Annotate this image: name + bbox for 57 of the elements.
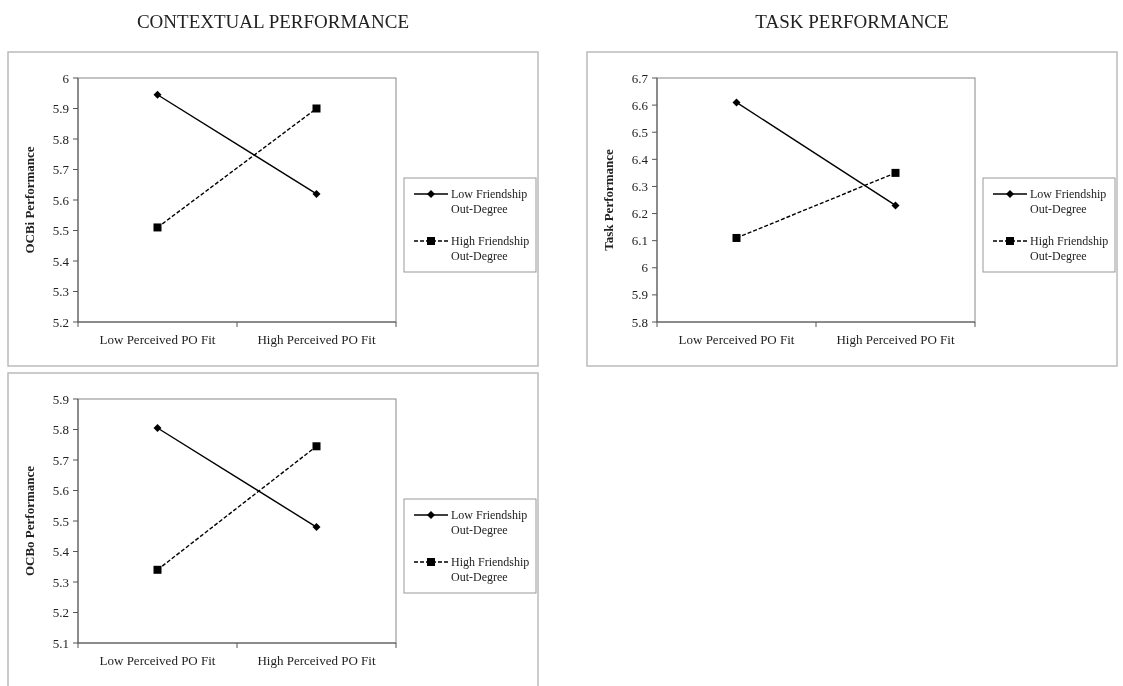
y-tick-label: 6 <box>641 260 649 276</box>
point <box>153 565 162 574</box>
legend-label: Low Friendship Out-Degree <box>451 187 528 216</box>
y-axis-title: OCBo Performance <box>22 465 37 577</box>
x-tick-label: High Perceived PO Fit <box>836 332 955 347</box>
legend-label: High Friendship Out-Degree <box>451 234 530 263</box>
y-tick-label: 5.8 <box>631 314 648 330</box>
y-tick-label: 5.8 <box>52 422 69 438</box>
y-axis-title: OCBi Performance <box>22 146 37 254</box>
y-tick-label: 5.1 <box>52 635 69 651</box>
point <box>153 423 162 432</box>
point <box>312 523 321 532</box>
y-tick-label: 6 <box>62 70 70 86</box>
y-tick-label: 6.6 <box>631 97 649 113</box>
y-tick-label: 5.3 <box>52 284 69 300</box>
y-tick-label: 6.2 <box>631 206 648 222</box>
y-tick-label: 5.9 <box>631 287 648 303</box>
point <box>312 104 321 113</box>
point <box>891 168 900 177</box>
y-tick-label: 5.4 <box>52 253 70 269</box>
y-tick-label: 5.9 <box>52 391 69 407</box>
point <box>312 189 321 198</box>
legend-label: High Friendship Out-Degree <box>451 555 530 584</box>
point <box>153 223 162 232</box>
y-tick-label: 5.3 <box>52 574 69 590</box>
legend-label: Low Friendship Out-Degree <box>1030 187 1107 216</box>
x-tick-label: Low Perceived PO Fit <box>678 332 795 347</box>
point <box>312 442 321 451</box>
chart-title: CONTEXTUAL PERFORMANCE <box>136 11 410 32</box>
y-tick-label: 5.6 <box>52 483 70 499</box>
legend-label: High Friendship Out-Degree <box>1030 234 1109 263</box>
y-tick-label: 6.3 <box>631 178 648 194</box>
y-tick-label: 5.2 <box>52 314 69 330</box>
y-axis-title: Task Performance <box>601 148 616 251</box>
y-tick-label: 5.5 <box>52 513 69 529</box>
y-tick-label: 5.8 <box>52 131 69 147</box>
x-tick-label: Low Perceived PO Fit <box>99 332 216 347</box>
y-tick-label: 5.6 <box>52 192 70 208</box>
y-tick-label: 5.4 <box>52 544 70 560</box>
legend-label: Low Friendship Out-Degree <box>451 508 528 537</box>
y-tick-label: 6.4 <box>631 151 649 167</box>
point <box>891 201 900 210</box>
x-tick-label: High Perceived PO Fit <box>257 332 376 347</box>
y-tick-label: 6.5 <box>631 124 648 140</box>
chart-title: TASK PERFORMANCE <box>755 11 949 32</box>
y-tick-label: 5.9 <box>52 101 69 117</box>
y-tick-label: 5.5 <box>52 223 69 239</box>
y-tick-label: 5.2 <box>52 605 69 621</box>
point <box>732 233 741 242</box>
y-tick-label: 6.1 <box>631 233 648 249</box>
y-tick-label: 5.7 <box>52 452 70 468</box>
x-tick-label: Low Perceived PO Fit <box>99 653 216 668</box>
x-tick-label: High Perceived PO Fit <box>257 653 376 668</box>
point <box>153 90 162 99</box>
y-tick-label: 5.7 <box>52 162 70 178</box>
y-tick-label: 6.7 <box>631 70 649 86</box>
point <box>732 98 741 107</box>
